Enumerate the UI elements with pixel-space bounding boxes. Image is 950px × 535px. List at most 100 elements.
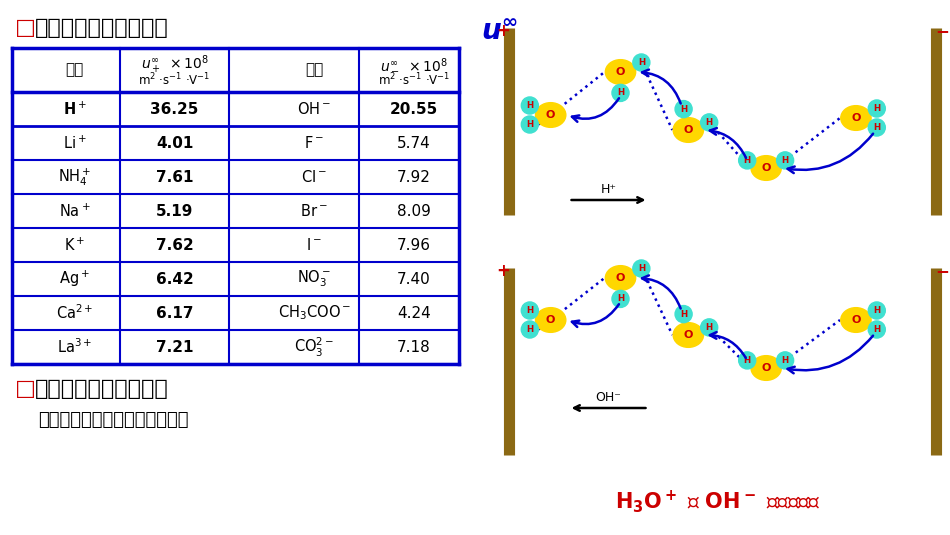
Circle shape bbox=[868, 100, 885, 117]
FancyArrowPatch shape bbox=[572, 98, 619, 122]
Text: H: H bbox=[744, 356, 750, 365]
Ellipse shape bbox=[674, 118, 704, 142]
Circle shape bbox=[612, 291, 629, 308]
Ellipse shape bbox=[674, 323, 704, 347]
Ellipse shape bbox=[605, 59, 636, 85]
Text: O: O bbox=[851, 315, 861, 325]
Text: 7.18: 7.18 bbox=[397, 340, 431, 355]
Text: H: H bbox=[782, 156, 788, 165]
FancyArrowPatch shape bbox=[572, 304, 619, 327]
Circle shape bbox=[739, 152, 756, 169]
Text: 7.61: 7.61 bbox=[156, 170, 194, 185]
Text: 7.40: 7.40 bbox=[397, 271, 431, 287]
Text: H: H bbox=[782, 356, 788, 365]
Ellipse shape bbox=[536, 308, 566, 332]
Text: O: O bbox=[546, 110, 556, 120]
Text: O: O bbox=[616, 67, 625, 77]
Text: 5.74: 5.74 bbox=[397, 135, 431, 150]
Text: H: H bbox=[680, 105, 687, 113]
Text: H: H bbox=[873, 123, 881, 132]
Text: 离子: 离子 bbox=[305, 63, 323, 78]
Text: 7.92: 7.92 bbox=[397, 170, 431, 185]
Circle shape bbox=[868, 119, 885, 136]
Text: +: + bbox=[496, 22, 510, 40]
Circle shape bbox=[522, 321, 539, 338]
FancyArrowPatch shape bbox=[710, 332, 746, 358]
Ellipse shape bbox=[841, 308, 871, 332]
Text: CO$_3^{2-}$: CO$_3^{2-}$ bbox=[294, 335, 334, 358]
Text: m$^2$ ·s$^{-1}$ ·V$^{-1}$: m$^2$ ·s$^{-1}$ ·V$^{-1}$ bbox=[139, 72, 211, 88]
Ellipse shape bbox=[536, 103, 566, 127]
Circle shape bbox=[612, 85, 629, 102]
Text: O: O bbox=[546, 315, 556, 325]
Text: H: H bbox=[617, 88, 624, 97]
FancyArrowPatch shape bbox=[642, 70, 681, 103]
Text: CH$_3$COO$^-$: CH$_3$COO$^-$ bbox=[277, 304, 351, 323]
FancyArrowPatch shape bbox=[788, 134, 873, 173]
Text: O: O bbox=[761, 363, 770, 373]
Circle shape bbox=[868, 321, 885, 338]
Text: 7.96: 7.96 bbox=[397, 238, 431, 253]
Text: NH$_4^+$: NH$_4^+$ bbox=[58, 166, 91, 188]
Ellipse shape bbox=[751, 156, 781, 180]
Text: 离子浓度、其它离子种类、温度: 离子浓度、其它离子种类、温度 bbox=[38, 411, 188, 429]
Text: 7.62: 7.62 bbox=[156, 238, 194, 253]
Text: $u_-^\infty\ \times10^8$: $u_-^\infty\ \times10^8$ bbox=[380, 57, 448, 73]
Text: NO$_3^-$: NO$_3^-$ bbox=[297, 269, 332, 289]
Circle shape bbox=[701, 114, 717, 131]
Text: 无限稀释时的电迁移率: 无限稀释时的电迁移率 bbox=[35, 18, 169, 38]
Text: H: H bbox=[744, 156, 750, 165]
Text: □: □ bbox=[15, 379, 36, 399]
Text: Li$^+$: Li$^+$ bbox=[63, 134, 86, 151]
Text: O: O bbox=[761, 163, 770, 173]
Circle shape bbox=[739, 352, 756, 369]
Circle shape bbox=[701, 319, 717, 336]
Text: O: O bbox=[616, 273, 625, 283]
Text: H: H bbox=[526, 325, 533, 334]
Text: H: H bbox=[526, 101, 533, 110]
Text: H: H bbox=[526, 120, 533, 129]
FancyArrowPatch shape bbox=[788, 335, 873, 373]
Text: Br$^-$: Br$^-$ bbox=[300, 203, 328, 219]
Text: 20.55: 20.55 bbox=[390, 102, 438, 117]
Text: H: H bbox=[706, 118, 712, 127]
Circle shape bbox=[675, 305, 693, 323]
Text: 离子电迁移率影响因素: 离子电迁移率影响因素 bbox=[35, 379, 169, 399]
Text: 7.21: 7.21 bbox=[156, 340, 194, 355]
Text: I$^-$: I$^-$ bbox=[306, 237, 322, 253]
Text: OH⁻: OH⁻ bbox=[596, 391, 621, 404]
Text: 5.19: 5.19 bbox=[156, 203, 193, 218]
Ellipse shape bbox=[751, 356, 781, 380]
Text: 4.01: 4.01 bbox=[156, 135, 193, 150]
Text: K$^+$: K$^+$ bbox=[65, 236, 86, 254]
FancyArrowPatch shape bbox=[642, 276, 680, 309]
Text: $\bfit{u}^{\infty}$: $\bfit{u}^{\infty}$ bbox=[481, 18, 517, 46]
Text: O: O bbox=[851, 113, 861, 123]
Text: □: □ bbox=[15, 18, 36, 38]
Text: 4.24: 4.24 bbox=[397, 305, 431, 320]
Text: Ca$^{2+}$: Ca$^{2+}$ bbox=[56, 304, 93, 323]
Text: O: O bbox=[684, 125, 694, 135]
Text: Ag$^+$: Ag$^+$ bbox=[59, 269, 90, 289]
Text: −: − bbox=[935, 22, 949, 40]
Circle shape bbox=[675, 101, 693, 118]
Text: H: H bbox=[526, 306, 533, 315]
Circle shape bbox=[633, 54, 650, 71]
Text: O: O bbox=[684, 330, 694, 340]
FancyArrowPatch shape bbox=[710, 128, 746, 158]
Text: H$^+$: H$^+$ bbox=[63, 101, 86, 118]
Text: 36.25: 36.25 bbox=[150, 102, 199, 117]
Circle shape bbox=[868, 302, 885, 319]
Text: H: H bbox=[617, 294, 624, 303]
Text: H: H bbox=[873, 306, 881, 315]
Text: H: H bbox=[637, 58, 645, 67]
Text: +: + bbox=[496, 262, 510, 280]
Text: 6.42: 6.42 bbox=[156, 271, 194, 287]
Text: 8.09: 8.09 bbox=[397, 203, 431, 218]
Circle shape bbox=[776, 152, 793, 169]
Text: m$^2$ ·s$^{-1}$ ·V$^{-1}$: m$^2$ ·s$^{-1}$ ·V$^{-1}$ bbox=[378, 72, 450, 88]
Text: H: H bbox=[706, 323, 712, 332]
Text: F$^-$: F$^-$ bbox=[304, 135, 324, 151]
Text: 6.17: 6.17 bbox=[156, 305, 194, 320]
Text: Na$^+$: Na$^+$ bbox=[59, 202, 90, 220]
